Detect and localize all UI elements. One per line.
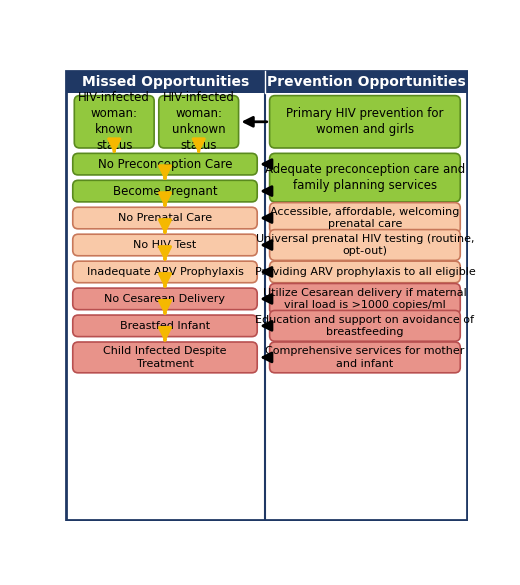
- Text: Accessible, affordable, welcoming
prenatal care: Accessible, affordable, welcoming prenat…: [270, 207, 460, 229]
- FancyBboxPatch shape: [269, 153, 460, 202]
- Text: Become Pregnant: Become Pregnant: [113, 185, 217, 198]
- FancyBboxPatch shape: [66, 71, 467, 520]
- Text: No Preconception Care: No Preconception Care: [98, 157, 232, 171]
- FancyBboxPatch shape: [73, 342, 257, 373]
- FancyBboxPatch shape: [73, 180, 257, 202]
- Text: Breastfed Infant: Breastfed Infant: [120, 321, 210, 331]
- FancyBboxPatch shape: [269, 342, 460, 373]
- Text: Comprehensive services for mother
and infant: Comprehensive services for mother and in…: [265, 346, 464, 369]
- Text: HIV-infected
woman:
unknown
status: HIV-infected woman: unknown status: [163, 91, 235, 152]
- FancyBboxPatch shape: [269, 229, 460, 260]
- Text: Providing ARV prophylaxis to all eligible: Providing ARV prophylaxis to all eligibl…: [255, 267, 475, 277]
- FancyBboxPatch shape: [73, 261, 257, 283]
- Text: No HIV Test: No HIV Test: [133, 240, 197, 250]
- FancyBboxPatch shape: [73, 153, 257, 175]
- Text: Primary HIV prevention for
women and girls: Primary HIV prevention for women and gir…: [286, 107, 444, 136]
- FancyBboxPatch shape: [269, 202, 460, 233]
- Text: Missed Opportunities: Missed Opportunities: [82, 75, 249, 89]
- FancyBboxPatch shape: [269, 95, 460, 148]
- FancyBboxPatch shape: [73, 288, 257, 309]
- FancyBboxPatch shape: [159, 95, 239, 148]
- Text: Education and support on avoidance of
breastfeeding: Education and support on avoidance of br…: [255, 315, 474, 337]
- Text: No Cesarean Delivery: No Cesarean Delivery: [105, 294, 226, 304]
- FancyBboxPatch shape: [73, 207, 257, 229]
- Text: Universal prenatal HIV testing (routine,
opt-out): Universal prenatal HIV testing (routine,…: [256, 234, 474, 256]
- Text: Prevention Opportunities: Prevention Opportunities: [267, 75, 465, 89]
- FancyBboxPatch shape: [66, 71, 467, 92]
- Text: Utilize Cesarean delivery if maternal
viral load is >1000 copies/ml: Utilize Cesarean delivery if maternal vi…: [263, 288, 467, 310]
- FancyBboxPatch shape: [73, 315, 257, 336]
- FancyBboxPatch shape: [74, 95, 154, 148]
- FancyBboxPatch shape: [269, 261, 460, 283]
- Text: Inadequate ARV Prophylaxis: Inadequate ARV Prophylaxis: [86, 267, 243, 277]
- FancyBboxPatch shape: [73, 234, 257, 256]
- FancyBboxPatch shape: [269, 311, 460, 341]
- Text: HIV-infected
woman:
known
status: HIV-infected woman: known status: [79, 91, 150, 152]
- FancyBboxPatch shape: [269, 284, 460, 314]
- Text: No Prenatal Care: No Prenatal Care: [118, 213, 212, 223]
- Text: Child Infected Despite
Treatment: Child Infected Despite Treatment: [103, 346, 227, 369]
- Text: Adequate preconception care and
family planning services: Adequate preconception care and family p…: [265, 163, 465, 192]
